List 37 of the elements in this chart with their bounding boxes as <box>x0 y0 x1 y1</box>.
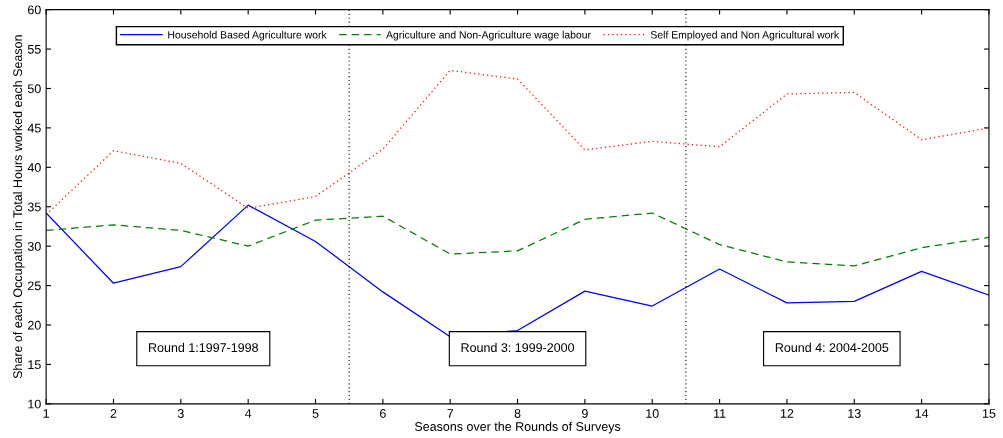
y-tick-label: 15 <box>28 360 41 370</box>
x-tick-label: 3 <box>177 409 184 418</box>
x-tick-label: 13 <box>848 409 861 418</box>
x-tick-label: 10 <box>646 409 659 418</box>
y-tick-label: 10 <box>28 399 41 409</box>
x-tick-label: 6 <box>380 409 386 418</box>
y-tick-label: 45 <box>27 123 41 133</box>
x-tick-label: 1 <box>43 409 49 418</box>
x-tick-label: 11 <box>714 409 726 418</box>
y-tick-label: 60 <box>28 5 41 15</box>
annotation: Round 4: 2004-2005 <box>775 342 889 352</box>
legend-label: Household Based Agriculture work <box>168 30 327 41</box>
x-tick-label: 4 <box>244 409 252 418</box>
y-tick-label: 35 <box>27 202 41 212</box>
x-tick-label: 14 <box>915 409 929 418</box>
legend-label: Self Employed and Non Agricultural work <box>650 30 840 41</box>
y-tick-label: 20 <box>28 320 41 330</box>
x-tick-label: 15 <box>982 409 996 418</box>
y-tick-label: 55 <box>27 44 41 54</box>
x-axis-title: Seasons over the Rounds of Surveys <box>414 421 621 434</box>
x-tick-label: 9 <box>582 409 588 418</box>
x-tick-label: 2 <box>110 409 117 418</box>
y-tick-label: 30 <box>27 241 41 251</box>
x-tick-label: 5 <box>312 409 319 418</box>
line-series <box>46 204 989 338</box>
annotation: Round 3: 1999-2000 <box>461 342 575 352</box>
line-series <box>46 212 989 267</box>
legend-label: Agriculture and Non-Agriculture wage labour <box>386 30 591 41</box>
x-tick-label: 7 <box>447 409 454 418</box>
y-tick-label: 40 <box>27 163 41 172</box>
annotation: Round 1:1997-1998 <box>149 342 258 352</box>
y-axis-title: Share of each Occupation in Total Hours worked each Season <box>12 35 25 379</box>
y-tick-label: 25 <box>28 281 41 291</box>
line-series <box>46 69 989 216</box>
x-tick-label: 12 <box>780 409 794 418</box>
y-tick-label: 50 <box>27 84 41 94</box>
x-tick-label: 8 <box>514 409 521 418</box>
